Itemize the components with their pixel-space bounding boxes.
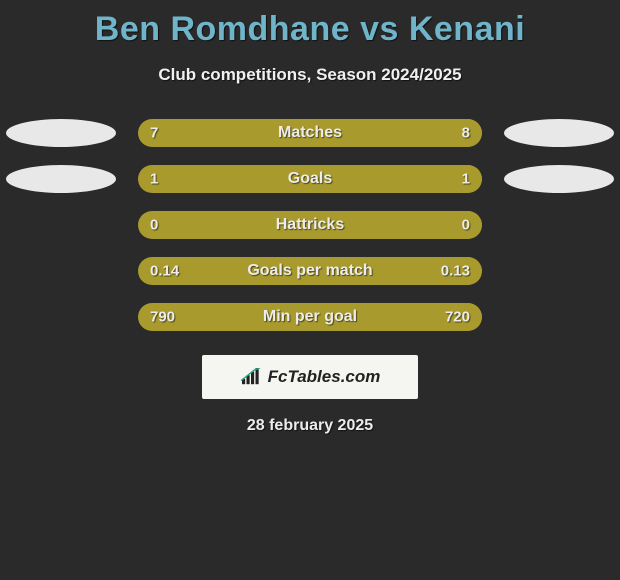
subtitle: Club competitions, Season 2024/2025 <box>0 65 620 85</box>
stat-bar: 0.14Goals per match0.13 <box>138 257 482 285</box>
comparison-row: 0.14Goals per match0.13 <box>0 257 620 285</box>
stat-value-left: 0 <box>150 217 158 234</box>
stat-bar: 1Goals1 <box>138 165 482 193</box>
stat-bar-fill-right <box>310 165 482 193</box>
stat-bar: 7Matches8 <box>138 119 482 147</box>
brand-text: FcTables.com <box>268 367 381 387</box>
comparison-row: 7Matches8 <box>0 119 620 147</box>
player-left-marker <box>6 119 116 147</box>
stat-value-left: 7 <box>150 125 158 142</box>
page-title: Ben Romdhane vs Kenani <box>0 0 620 49</box>
comparison-row: 790Min per goal720 <box>0 303 620 331</box>
stat-bar-fill-right <box>310 211 482 239</box>
comparison-row: 1Goals1 <box>0 165 620 193</box>
brand-badge: FcTables.com <box>202 355 418 399</box>
player-right-marker <box>504 165 614 193</box>
player-right-marker <box>504 119 614 147</box>
stat-bar: 0Hattricks0 <box>138 211 482 239</box>
stat-value-left: 1 <box>150 171 158 188</box>
stat-bar-fill-right <box>317 303 482 331</box>
stat-value-left: 790 <box>150 309 175 326</box>
bar-chart-icon <box>240 368 262 386</box>
footer-date: 28 february 2025 <box>0 417 620 435</box>
comparison-rows: 7Matches8 1Goals1 0Hattricks0 0.14Goals per… <box>0 119 620 331</box>
stat-bar-fill-right <box>317 257 482 285</box>
comparison-row: 0Hattricks0 <box>0 211 620 239</box>
stat-bar-fill-right <box>303 119 482 147</box>
stat-value-left: 0.14 <box>150 263 179 280</box>
player-left-marker <box>6 165 116 193</box>
stat-bar: 790Min per goal720 <box>138 303 482 331</box>
